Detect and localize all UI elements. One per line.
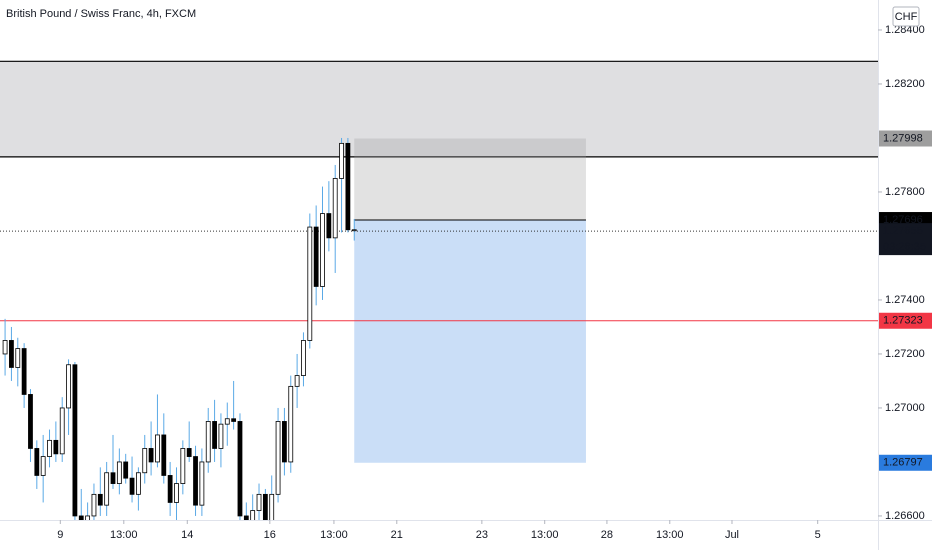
- candle-body: [135, 472, 141, 495]
- candle-body: [332, 178, 338, 239]
- price-label: 1.26797: [883, 457, 923, 469]
- price-label-bg: [879, 454, 932, 471]
- y-tick-label: 1.27000: [885, 402, 925, 414]
- candle-body: [2, 340, 8, 355]
- candle-body: [123, 461, 129, 479]
- candle-body: [326, 213, 332, 239]
- x-tick-label: 13:00: [531, 529, 559, 541]
- position-target-zone: [354, 220, 586, 463]
- candle-body: [72, 364, 78, 517]
- chart-title: British Pound / Swiss Franc, 4h, FXCM: [6, 8, 196, 20]
- candle-body: [262, 493, 268, 520]
- x-tick-label: 5: [815, 529, 821, 541]
- candle-body: [186, 448, 192, 457]
- x-tick-label: Jul: [725, 529, 739, 541]
- candle-body: [256, 493, 262, 511]
- candle-body: [237, 421, 243, 517]
- currency-box[interactable]: [892, 6, 920, 27]
- candle-body: [313, 226, 319, 287]
- candle-body: [218, 423, 224, 449]
- x-tick-label: 23: [476, 529, 488, 541]
- candle-body: [15, 348, 21, 368]
- candle-body: [34, 448, 40, 476]
- candle-body: [85, 515, 91, 520]
- candle-body: [282, 421, 287, 463]
- candle-body: [224, 418, 230, 425]
- candle-body: [104, 472, 110, 506]
- currency[interactable]: CHF: [895, 11, 918, 23]
- y-tick-label: 1.27400: [885, 294, 925, 306]
- price-label-bg: [879, 312, 932, 329]
- candle-body: [142, 448, 148, 474]
- candle-body: [167, 475, 173, 503]
- x-tick-label: 13:00: [110, 529, 138, 541]
- candle-body: [78, 515, 84, 520]
- candle-body: [269, 493, 275, 520]
- y-tick-label: 1.28200: [885, 78, 925, 90]
- position-stop-zone: [354, 138, 586, 221]
- candle-body: [351, 229, 357, 232]
- x-tick-label: 28: [601, 529, 613, 541]
- candle-body: [345, 142, 351, 231]
- candle-body: [301, 340, 306, 376]
- candle-body: [294, 375, 300, 387]
- candle-body: [28, 394, 33, 449]
- price-label-bg: [879, 130, 932, 147]
- candle-body: [53, 439, 59, 455]
- candle-body: [66, 364, 71, 409]
- candle-body: [110, 472, 116, 484]
- candle-body: [174, 483, 179, 503]
- x-tick-label: 13:00: [656, 529, 684, 541]
- candle-body: [21, 348, 27, 395]
- candle-body: [243, 515, 249, 520]
- candle-body: [180, 448, 186, 484]
- y-tick-label: 1.26600: [885, 510, 925, 522]
- candle-body: [116, 461, 122, 484]
- x-tick-label: 14: [181, 529, 193, 541]
- price-label: 1.27655: [883, 225, 923, 237]
- candle-body: [155, 434, 160, 463]
- candle-body: [9, 340, 14, 368]
- x-tick-label: 21: [391, 529, 403, 541]
- candle-body: [161, 434, 167, 476]
- x-tick-label: 9: [57, 529, 63, 541]
- plot-area: [0, 60, 878, 520]
- candle-body: [275, 421, 281, 495]
- candle-body: [129, 477, 135, 495]
- candle-body: [307, 226, 313, 341]
- price-label: 1.27696: [883, 214, 923, 226]
- candle-body: [193, 456, 198, 506]
- candle-body: [288, 385, 294, 463]
- countdown-label: 03:26:35: [883, 241, 926, 253]
- candle-body: [199, 461, 205, 506]
- y-tick-label: 1.27200: [885, 348, 925, 360]
- y-tick-label: 1.27800: [885, 186, 925, 198]
- candle-body: [97, 493, 103, 506]
- x-tick-label: 16: [264, 529, 276, 541]
- price-label-bg: [879, 223, 932, 256]
- x-tick-label: 13:00: [320, 529, 348, 541]
- candle-body: [339, 142, 344, 179]
- candle-body: [212, 421, 217, 449]
- zone: [0, 61, 878, 157]
- candle-body: [148, 448, 154, 463]
- price-label: 1.27998: [883, 132, 923, 144]
- candle-body: [40, 456, 46, 476]
- candle-body: [91, 493, 97, 517]
- candle-body: [47, 439, 52, 457]
- candle-body: [59, 407, 65, 455]
- candle-body: [205, 421, 211, 463]
- y-tick-label: 1.28400: [885, 24, 925, 36]
- price-label: 1.27323: [883, 315, 923, 327]
- candle-body: [320, 213, 325, 287]
- candle-body: [231, 418, 237, 422]
